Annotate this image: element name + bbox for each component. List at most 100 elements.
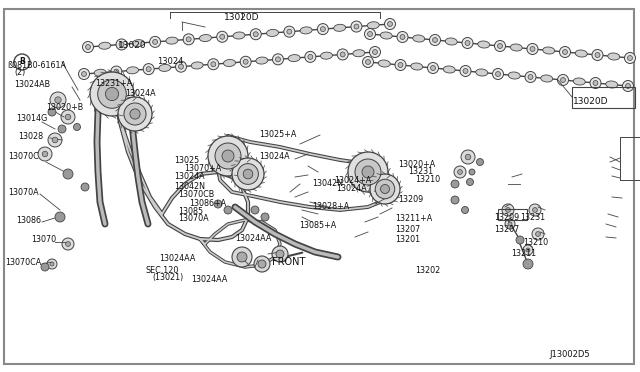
Text: 13024A: 13024A [174,172,205,181]
Ellipse shape [267,29,278,36]
Circle shape [152,39,157,44]
Circle shape [62,238,74,250]
Circle shape [536,232,540,236]
Text: 13070+A: 13070+A [184,164,221,173]
Text: 13086: 13086 [16,216,41,225]
Circle shape [58,125,66,133]
Text: 13024A: 13024A [125,89,156,98]
Circle shape [428,62,438,74]
Circle shape [461,206,468,214]
Ellipse shape [200,35,211,42]
Text: J13002D5: J13002D5 [549,350,589,359]
Circle shape [215,143,241,169]
Ellipse shape [256,57,268,64]
Circle shape [370,174,400,204]
Ellipse shape [321,52,333,59]
Circle shape [561,77,566,83]
Text: 13231: 13231 [408,167,433,176]
Circle shape [458,170,462,174]
Text: 13020D: 13020D [224,13,260,22]
Text: 13086+A: 13086+A [189,199,226,208]
Circle shape [463,68,468,74]
Circle shape [143,64,154,75]
Text: 13024: 13024 [157,57,183,66]
Circle shape [462,38,473,48]
Text: 13070A: 13070A [178,214,209,223]
Circle shape [590,77,601,89]
Circle shape [340,52,345,57]
Ellipse shape [543,47,555,54]
Circle shape [559,46,570,58]
Circle shape [429,35,440,45]
Circle shape [272,246,288,262]
Circle shape [529,204,541,216]
Circle shape [273,54,284,65]
Circle shape [81,71,86,77]
Circle shape [469,169,475,175]
Circle shape [530,46,535,51]
Circle shape [50,92,66,108]
Circle shape [61,110,75,124]
Circle shape [52,137,58,143]
Circle shape [523,259,533,269]
Text: 13024AA: 13024AA [236,234,272,243]
Circle shape [55,212,65,222]
Circle shape [372,49,378,54]
Circle shape [628,55,632,61]
Circle shape [150,36,161,47]
Ellipse shape [508,72,520,79]
Circle shape [98,80,126,108]
Circle shape [495,41,506,51]
Circle shape [208,136,248,176]
Circle shape [106,87,118,100]
Ellipse shape [445,38,457,45]
Circle shape [526,248,530,252]
Text: (13021): (13021) [152,273,184,282]
Text: 13024A: 13024A [259,153,290,161]
Text: 13014G: 13014G [16,114,47,123]
Circle shape [116,39,127,50]
Text: ß081B0-6161A: ß081B0-6161A [8,61,67,70]
Circle shape [90,72,134,116]
Circle shape [465,154,471,160]
Text: 13202: 13202 [415,266,440,275]
Circle shape [563,49,568,54]
Circle shape [50,262,54,266]
Text: 13024AB: 13024AB [14,80,50,89]
Text: 13211+A: 13211+A [396,214,433,223]
Ellipse shape [575,50,588,57]
Circle shape [592,49,603,61]
Circle shape [83,42,93,52]
Circle shape [63,169,73,179]
Circle shape [130,109,140,119]
Ellipse shape [94,69,106,76]
Circle shape [532,208,538,212]
Text: 13209: 13209 [494,213,519,222]
Text: 13231+A: 13231+A [95,79,132,88]
Circle shape [74,124,81,131]
Text: 13020D: 13020D [573,97,608,106]
Circle shape [365,29,376,39]
Circle shape [232,158,264,190]
Circle shape [114,69,119,74]
Circle shape [243,59,248,64]
Circle shape [516,236,524,244]
Text: 13042N: 13042N [312,179,343,187]
Circle shape [47,259,57,269]
Ellipse shape [476,69,488,76]
Text: 13020+B: 13020+B [46,103,83,112]
Circle shape [351,21,362,32]
Circle shape [400,35,405,39]
Circle shape [111,66,122,77]
Circle shape [451,196,459,204]
Ellipse shape [608,53,620,60]
Ellipse shape [233,32,245,39]
Circle shape [381,185,390,193]
Circle shape [593,80,598,86]
Circle shape [65,114,71,120]
Circle shape [261,213,269,221]
Text: 13020: 13020 [118,41,147,50]
Ellipse shape [541,75,553,82]
Circle shape [146,67,151,71]
Ellipse shape [127,67,138,74]
